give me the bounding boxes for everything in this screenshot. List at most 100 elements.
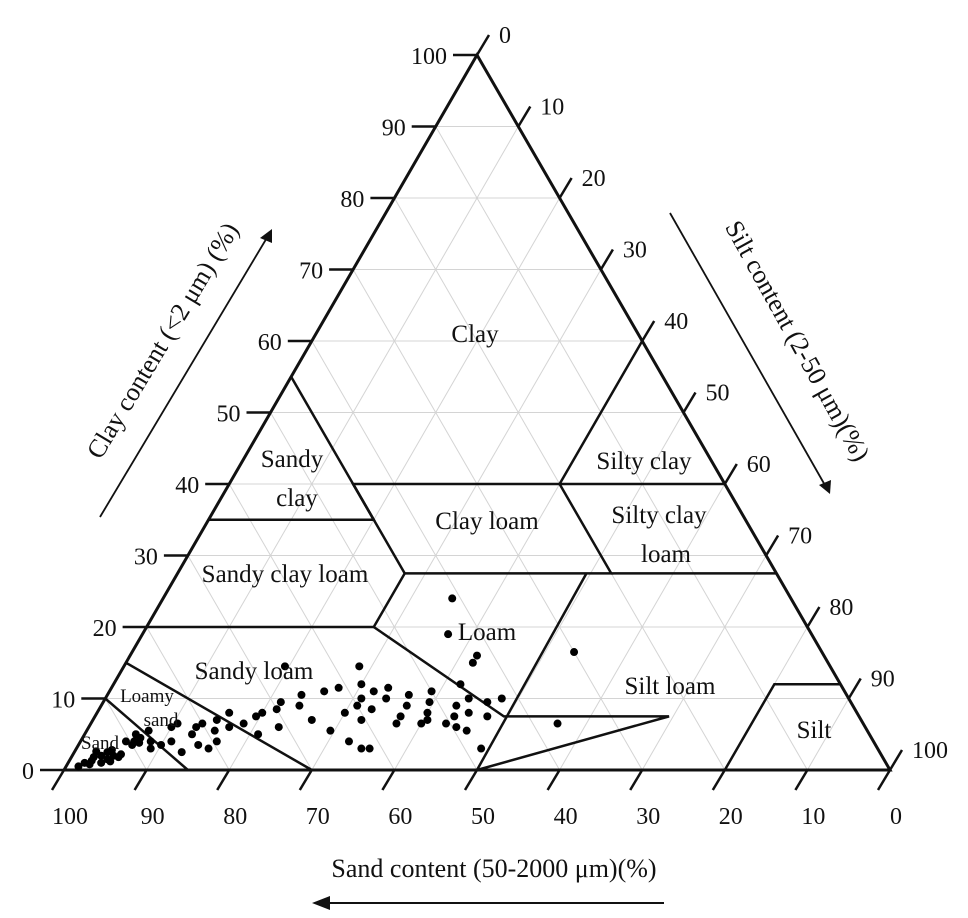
silt-tick-label-40: 40 bbox=[664, 309, 688, 335]
data-point bbox=[340, 708, 349, 717]
data-point bbox=[131, 730, 140, 739]
sand-tick-100 bbox=[50, 769, 66, 791]
data-point bbox=[157, 740, 166, 749]
clay-tick-label-80: 80 bbox=[340, 187, 364, 213]
data-point bbox=[272, 705, 281, 714]
region-label-clay-loam: Clay loam bbox=[435, 508, 539, 535]
data-point bbox=[365, 744, 374, 753]
boundary-silty-clay bbox=[558, 340, 644, 485]
data-point bbox=[497, 694, 506, 703]
data-point bbox=[252, 712, 261, 721]
data-point bbox=[384, 683, 393, 692]
region-label-sand: Sand bbox=[81, 733, 120, 754]
data-point bbox=[442, 719, 451, 728]
sand-axis-arrow bbox=[312, 896, 664, 910]
sand-tick-label-30: 30 bbox=[636, 804, 660, 830]
data-point bbox=[188, 730, 197, 739]
sand-tick-10 bbox=[794, 769, 809, 791]
data-point bbox=[444, 630, 453, 639]
data-point bbox=[121, 737, 130, 746]
data-point bbox=[357, 744, 366, 753]
region-label-silt: Silt bbox=[797, 717, 832, 744]
silt-tick-0 bbox=[475, 34, 491, 56]
clay-tick-label-40: 40 bbox=[175, 473, 199, 499]
sand-tick-60 bbox=[381, 769, 396, 791]
silt-tick-80 bbox=[806, 606, 821, 628]
region-labels: Clay Sandy clay Silty clay Clay loam Sil… bbox=[81, 321, 831, 754]
silt-tick-50 bbox=[682, 391, 697, 414]
region-label-loam: Loam bbox=[458, 619, 517, 646]
data-point bbox=[355, 662, 364, 671]
data-point bbox=[357, 680, 366, 689]
region-label-silty-clay-loam-line1: Silty clay bbox=[611, 502, 707, 529]
silt-tick-label-30: 30 bbox=[623, 238, 647, 264]
data-point bbox=[254, 730, 263, 739]
region-label-silty-clay-loam-line2: loam bbox=[641, 541, 692, 568]
data-point bbox=[107, 745, 116, 754]
region-label-silty-clay: Silty clay bbox=[596, 448, 692, 475]
data-point bbox=[417, 719, 426, 728]
sand-tick-label-50: 50 bbox=[471, 804, 495, 830]
sand-tick-label-10: 10 bbox=[801, 804, 825, 830]
data-point bbox=[225, 708, 234, 717]
data-point bbox=[326, 726, 335, 735]
data-point bbox=[369, 687, 378, 696]
data-point bbox=[402, 701, 411, 710]
clay-tick-label-50: 50 bbox=[217, 402, 241, 428]
sand-tick-label-20: 20 bbox=[719, 804, 743, 830]
data-point bbox=[367, 705, 376, 714]
data-point bbox=[92, 747, 101, 756]
silt-tick-label-10: 10 bbox=[540, 95, 564, 121]
boundary-silt-loam bbox=[475, 572, 588, 771]
data-point bbox=[452, 701, 461, 710]
data-point bbox=[295, 701, 304, 710]
grid-line-silt-60 bbox=[559, 483, 726, 771]
silt-tick-70 bbox=[765, 534, 780, 557]
data-point bbox=[382, 694, 391, 703]
region-label-sandy-clay-line2: clay bbox=[276, 485, 318, 512]
sand-tick-50 bbox=[463, 769, 479, 791]
silt-tick-label-20: 20 bbox=[582, 166, 606, 192]
axis-ticks: 0010010109020208030307040406050505060604… bbox=[22, 23, 948, 830]
data-point bbox=[423, 708, 432, 717]
data-point bbox=[448, 594, 457, 603]
clay-tick-label-70: 70 bbox=[299, 259, 323, 285]
data-point bbox=[423, 715, 432, 724]
silt-tick-20 bbox=[558, 177, 573, 199]
clay-tick-label-20: 20 bbox=[93, 616, 117, 642]
data-point bbox=[570, 648, 579, 657]
data-point bbox=[212, 715, 221, 724]
clay-tick-label-100: 100 bbox=[411, 44, 447, 70]
region-label-sandy-clay-loam: Sandy clay loam bbox=[202, 561, 369, 588]
data-point bbox=[280, 662, 289, 671]
boundary-silt bbox=[723, 682, 841, 771]
data-point bbox=[456, 680, 465, 689]
texture-class-boundaries bbox=[104, 340, 841, 772]
data-point bbox=[473, 651, 481, 660]
silt-tick-100 bbox=[888, 749, 904, 771]
sand-tick-20 bbox=[711, 769, 726, 791]
data-point bbox=[198, 719, 207, 728]
sand-tick-label-40: 40 bbox=[554, 804, 578, 830]
data-point bbox=[427, 687, 436, 696]
data-point bbox=[167, 723, 176, 732]
data-point bbox=[204, 744, 213, 753]
clay-tick-label-0: 0 bbox=[22, 759, 34, 785]
grid-line-silt-90 bbox=[806, 698, 850, 771]
data-point bbox=[225, 723, 234, 732]
data-point bbox=[320, 687, 329, 696]
data-point bbox=[483, 712, 492, 721]
data-point bbox=[392, 719, 401, 728]
data-point bbox=[146, 737, 155, 746]
data-point bbox=[483, 698, 492, 707]
sand-tick-label-100: 100 bbox=[52, 804, 88, 830]
data-point bbox=[192, 723, 201, 732]
boundary-loamy-sand bbox=[125, 661, 313, 772]
data-point bbox=[307, 715, 316, 724]
data-point bbox=[167, 737, 176, 746]
boundary-clay-loam bbox=[352, 483, 614, 575]
silt-tick-60 bbox=[723, 463, 738, 485]
data-point bbox=[258, 708, 267, 717]
sand-tick-label-0: 0 bbox=[890, 804, 902, 830]
